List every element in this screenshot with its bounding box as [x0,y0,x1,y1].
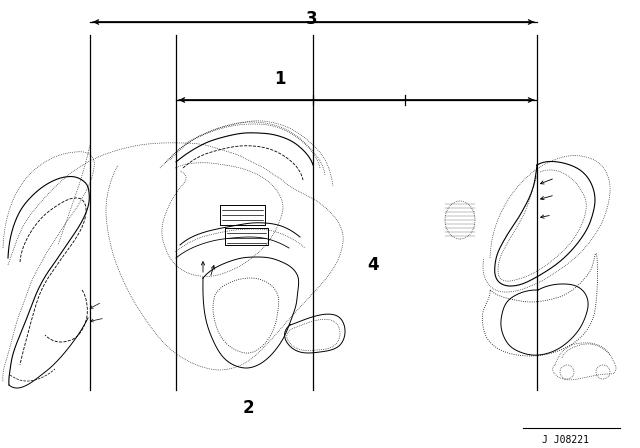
Text: 4: 4 [367,256,379,274]
Text: 1: 1 [275,70,285,88]
Text: J J08221: J J08221 [541,435,589,445]
Text: 3: 3 [306,10,318,28]
Text: 2: 2 [242,399,254,417]
